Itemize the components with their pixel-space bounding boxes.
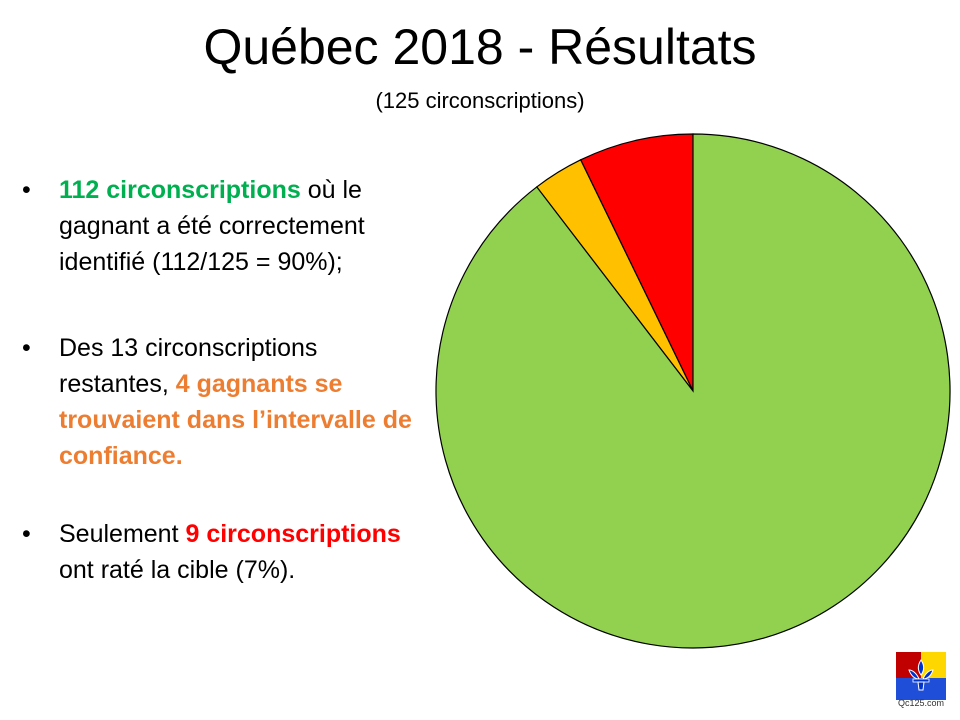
pie-slice-1: [579, 133, 694, 392]
bullet-item-2: • Des 13 circonscriptions restantes, 4 g…: [22, 330, 432, 474]
bullet-marker: •: [22, 334, 31, 362]
pie-slice-3: [435, 133, 951, 649]
bullet-marker: •: [22, 176, 31, 204]
logo-label: Qc125.com: [897, 698, 945, 708]
bullet-text-3: Seulement 9 circonscriptions ont raté la…: [59, 516, 431, 588]
bullet-highlight-red: 9 circonscriptions: [185, 520, 401, 548]
bullet-body: ont raté la cible (7%).: [59, 556, 296, 584]
bullet-text-1: 112 circonscriptions où le gagnant a été…: [59, 172, 431, 280]
page-title: Québec 2018 - Résultats: [203, 19, 757, 75]
bullet-highlight-green: 112 circonscriptions: [59, 176, 301, 204]
bullet-highlight-orange: 4 gagnants se trouvaient dans l’interval…: [59, 370, 412, 470]
bullet-body: Seulement: [59, 520, 186, 548]
bullet-body: où le gagnant a été correctement identif…: [59, 176, 365, 276]
qc125-logo: [896, 652, 946, 700]
bullet-marker: •: [22, 520, 31, 548]
page-subtitle: (125 circonscriptions): [375, 88, 585, 113]
bullet-item-1: • 112 circonscriptions où le gagnant a é…: [22, 172, 432, 280]
pie-chart: [435, 133, 951, 649]
bullet-text-2: Des 13 circonscriptions restantes, 4 gag…: [59, 330, 431, 474]
bullet-item-3: • Seulement 9 circonscriptions ont raté …: [22, 516, 432, 588]
pie-slices: [435, 133, 951, 649]
bullet-body: Des 13 circonscriptions restantes,: [59, 334, 318, 398]
